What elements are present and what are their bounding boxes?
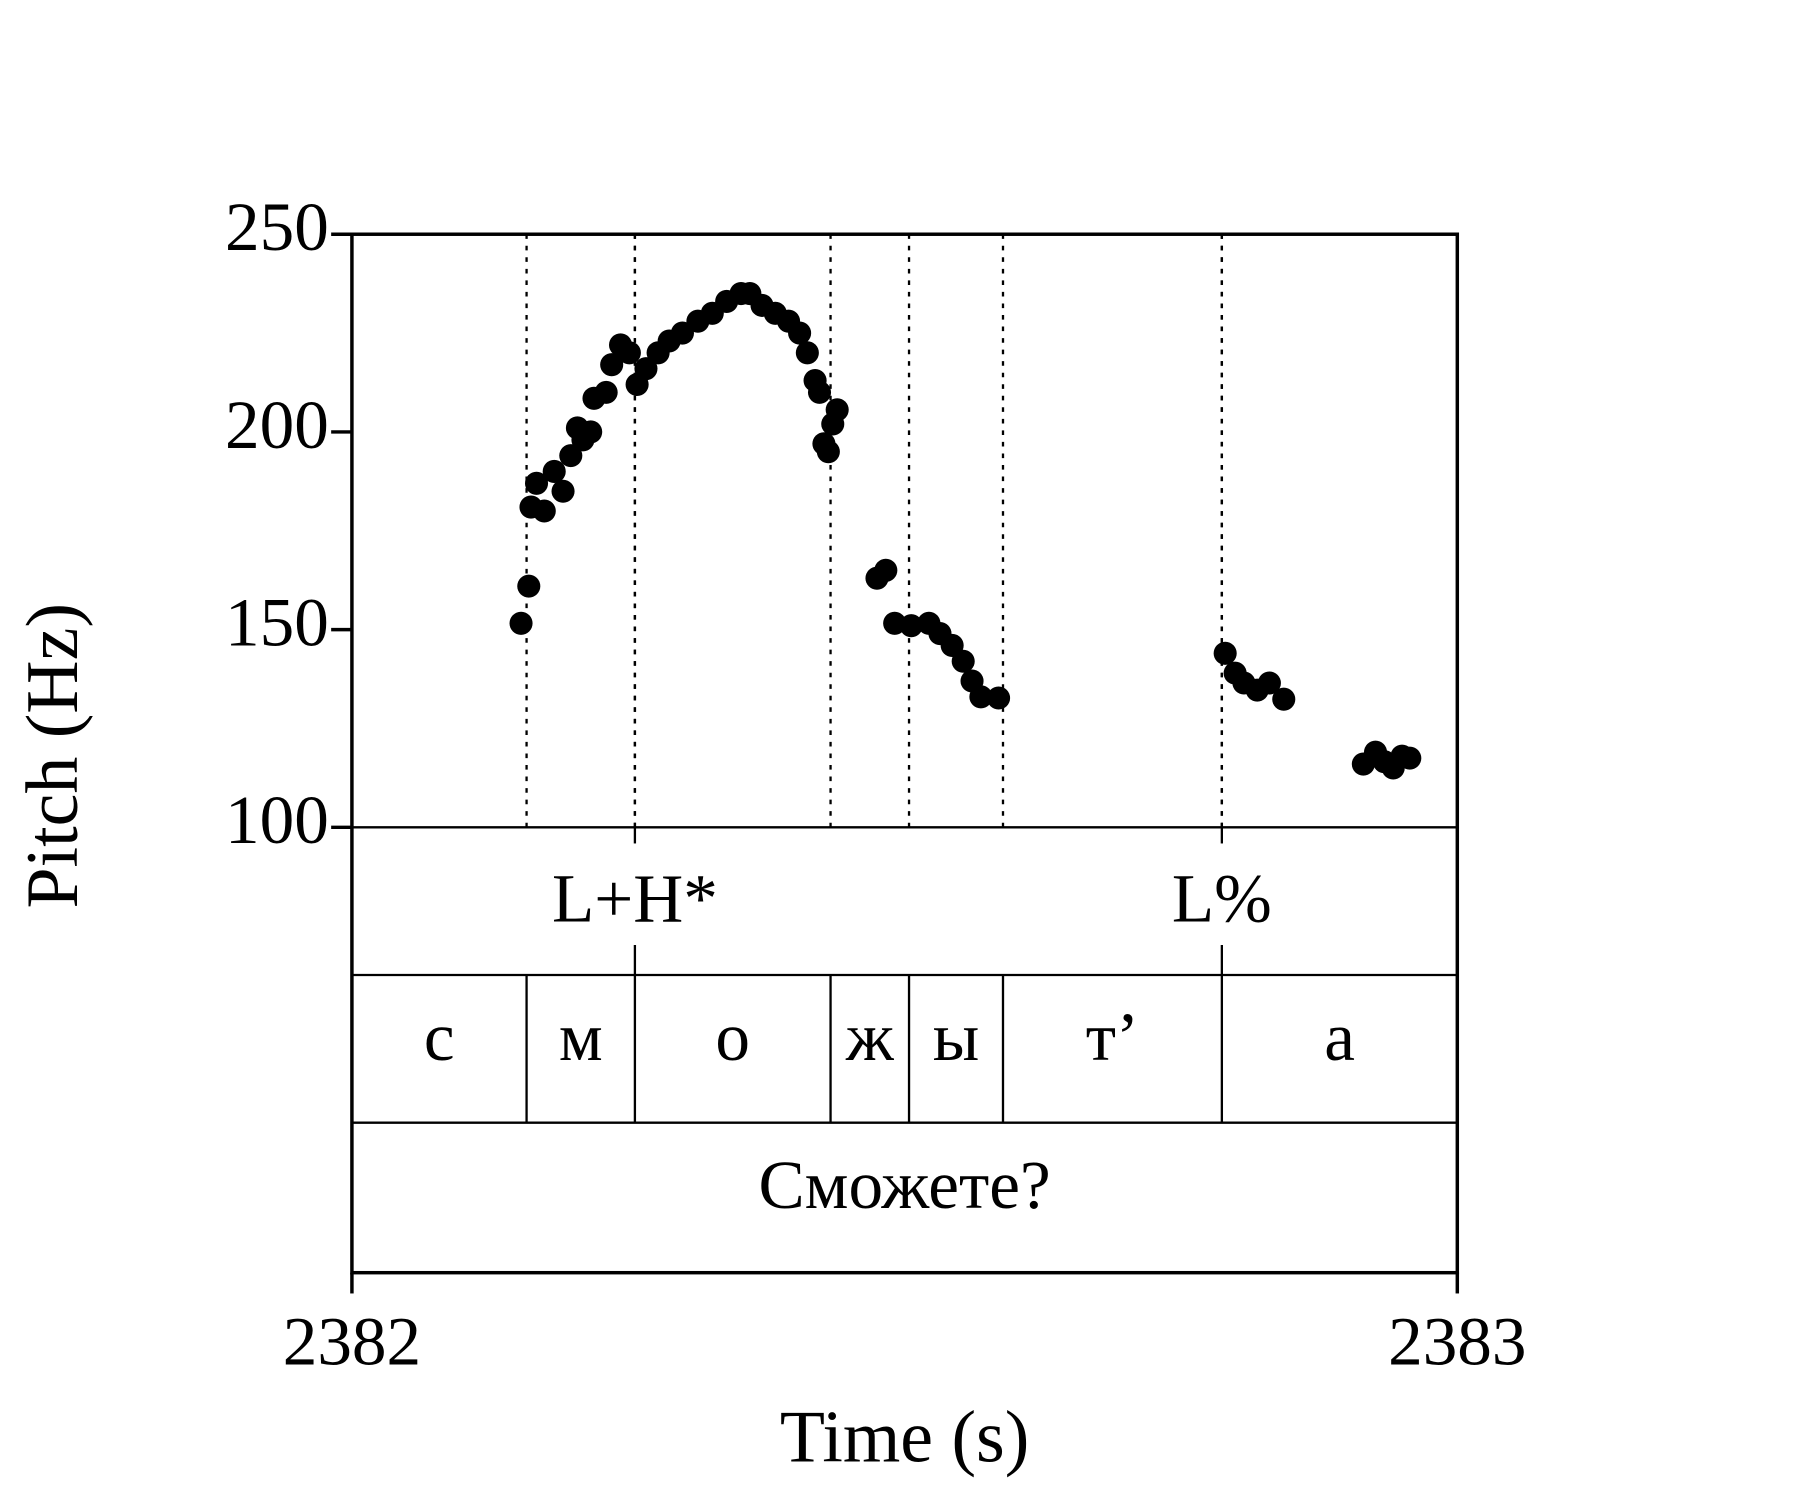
interval-label: Сможете? [759, 1146, 1051, 1223]
pitch-point [617, 341, 641, 365]
pitch-point [951, 649, 975, 673]
pitch-point [579, 420, 603, 444]
pitch-point [788, 321, 812, 345]
tone-label: L+H* [552, 860, 718, 937]
x-axis-title: Time (s) [780, 1396, 1030, 1478]
y-tick-label: 250 [225, 188, 329, 265]
pitch-point [524, 471, 549, 495]
pitch-point [874, 558, 898, 582]
pitch-point [634, 357, 658, 381]
y-tick-label: 200 [225, 386, 329, 463]
pitch-point [825, 398, 849, 422]
x-tick-label: 2382 [283, 1303, 421, 1380]
interval-label: т’ [1086, 998, 1139, 1075]
pitch-point [816, 440, 840, 464]
pitch-point [532, 499, 556, 523]
interval-label: а [1324, 998, 1355, 1075]
pitch-point [1213, 641, 1237, 665]
pitch-point [551, 479, 575, 503]
pitch-point [1398, 746, 1422, 770]
pitch-point [559, 444, 583, 468]
interval-label: с [424, 998, 455, 1075]
pitch-point [542, 459, 566, 483]
x-tick-label: 2383 [1388, 1303, 1526, 1380]
pitch-point [594, 380, 618, 404]
pitch-point [987, 686, 1011, 710]
y-tick-label: 150 [225, 584, 329, 661]
pitch-point [807, 380, 832, 404]
plot-frame [350, 232, 1460, 1275]
interval-label: ы [933, 998, 980, 1075]
interval-label: м [559, 998, 603, 1075]
interval-label: о [715, 998, 750, 1075]
pitch-point [517, 574, 541, 598]
interval-label: ж [845, 998, 895, 1075]
pitch-point [899, 614, 923, 638]
y-tick-label: 100 [225, 781, 329, 858]
pitch-point [969, 685, 993, 709]
pitch-point [600, 353, 624, 377]
pitch-point [795, 341, 819, 365]
pitch-point [1257, 671, 1281, 695]
pitch-point [509, 611, 533, 635]
pitch-point [1272, 687, 1296, 711]
y-axis-title: Pitch (Hz) [11, 603, 93, 908]
tone-label: L% [1172, 860, 1272, 937]
